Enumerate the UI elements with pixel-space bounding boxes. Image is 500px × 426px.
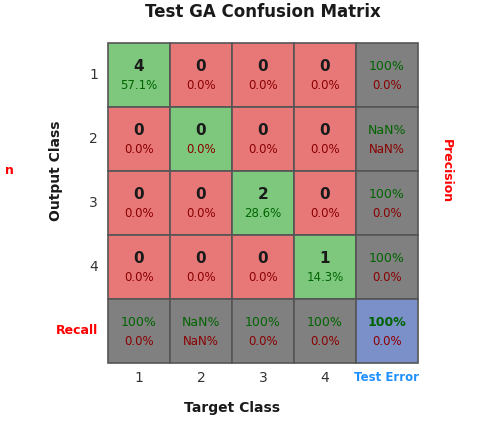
Bar (232, 107, 294, 171)
Text: Target Class: Target Class (184, 401, 280, 415)
Text: n: n (5, 164, 14, 178)
Text: Test GA Confusion Matrix: Test GA Confusion Matrix (145, 3, 381, 21)
Text: 100%: 100% (369, 252, 405, 265)
Text: NaN%: NaN% (368, 124, 406, 137)
Text: 0: 0 (196, 251, 206, 266)
Text: 0: 0 (320, 123, 330, 138)
Text: 100%: 100% (368, 316, 406, 329)
Text: 0.0%: 0.0% (124, 207, 154, 220)
Text: 1: 1 (89, 68, 98, 82)
Text: 3: 3 (258, 371, 268, 385)
Text: 0.0%: 0.0% (372, 335, 402, 348)
Bar (170, 299, 232, 363)
Text: 1: 1 (134, 371, 143, 385)
Text: 14.3%: 14.3% (306, 271, 344, 285)
Text: 0.0%: 0.0% (186, 207, 216, 220)
Text: 2: 2 (89, 132, 98, 146)
Bar (294, 107, 356, 171)
Bar (294, 299, 356, 363)
Text: 1: 1 (320, 251, 330, 266)
Text: 0.0%: 0.0% (124, 271, 154, 285)
Text: 100%: 100% (307, 316, 343, 329)
Text: 0.0%: 0.0% (248, 271, 278, 285)
Text: 0: 0 (196, 59, 206, 74)
Text: 57.1%: 57.1% (120, 79, 158, 92)
Text: 0: 0 (196, 123, 206, 138)
Bar (170, 235, 232, 299)
Bar (356, 235, 418, 299)
Text: 28.6%: 28.6% (244, 207, 282, 220)
Bar (232, 299, 294, 363)
Text: NaN%: NaN% (369, 144, 405, 156)
Bar (356, 43, 418, 107)
Text: 4: 4 (89, 260, 98, 274)
Text: 0.0%: 0.0% (372, 207, 402, 220)
Bar (232, 43, 294, 107)
Text: 0.0%: 0.0% (248, 79, 278, 92)
Text: 2: 2 (258, 187, 268, 202)
Bar (108, 171, 170, 235)
Text: Output Class: Output Class (49, 121, 63, 221)
Text: Test Error: Test Error (354, 371, 420, 384)
Bar (356, 107, 418, 171)
Text: 0.0%: 0.0% (248, 335, 278, 348)
Text: 4: 4 (320, 371, 330, 385)
Bar (232, 235, 294, 299)
Text: 0: 0 (320, 59, 330, 74)
Bar (170, 43, 232, 107)
Text: 3: 3 (89, 196, 98, 210)
Text: 0.0%: 0.0% (186, 79, 216, 92)
Text: 0: 0 (134, 123, 144, 138)
Text: 0: 0 (196, 187, 206, 202)
Bar (294, 235, 356, 299)
Bar (108, 235, 170, 299)
Text: 0: 0 (258, 123, 268, 138)
Text: 4: 4 (134, 59, 144, 74)
Text: NaN%: NaN% (183, 335, 219, 348)
Text: 0.0%: 0.0% (310, 144, 340, 156)
Text: 0.0%: 0.0% (186, 271, 216, 285)
Bar (170, 171, 232, 235)
Bar (294, 43, 356, 107)
Text: 100%: 100% (369, 188, 405, 201)
Text: 0: 0 (258, 251, 268, 266)
Text: 0: 0 (320, 187, 330, 202)
Text: 100%: 100% (121, 316, 157, 329)
Text: 0.0%: 0.0% (310, 79, 340, 92)
Text: 100%: 100% (369, 60, 405, 73)
Text: 0.0%: 0.0% (310, 335, 340, 348)
Bar (356, 171, 418, 235)
Text: 2: 2 (196, 371, 205, 385)
Bar (108, 299, 170, 363)
Text: 0.0%: 0.0% (310, 207, 340, 220)
Text: 0.0%: 0.0% (124, 335, 154, 348)
Text: 0.0%: 0.0% (372, 79, 402, 92)
Text: 0.0%: 0.0% (124, 144, 154, 156)
Text: 0.0%: 0.0% (372, 271, 402, 285)
Text: 100%: 100% (245, 316, 281, 329)
Bar (108, 107, 170, 171)
Text: 0.0%: 0.0% (186, 144, 216, 156)
Text: Precision: Precision (440, 139, 452, 203)
Text: 0: 0 (134, 251, 144, 266)
Text: Recall: Recall (56, 325, 98, 337)
Text: NaN%: NaN% (182, 316, 220, 329)
Bar (356, 299, 418, 363)
Text: 0: 0 (134, 187, 144, 202)
Text: 0: 0 (258, 59, 268, 74)
Bar (294, 171, 356, 235)
Bar (232, 171, 294, 235)
Bar (170, 107, 232, 171)
Bar (108, 43, 170, 107)
Text: 0.0%: 0.0% (248, 144, 278, 156)
